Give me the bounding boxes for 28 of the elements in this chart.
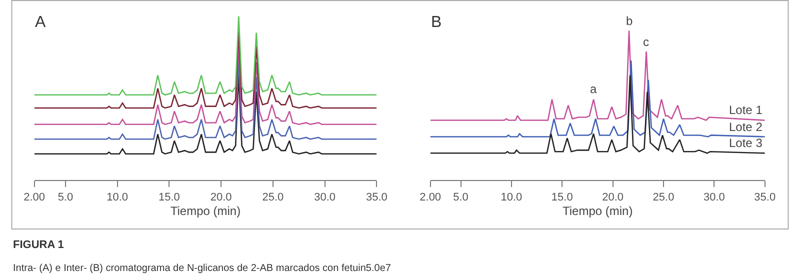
x-tick-label: 35.0 — [754, 191, 776, 204]
x-tick-label: 5.0 — [58, 191, 74, 204]
series-label: Lote 3 — [729, 136, 763, 150]
x-tick-label: 30.0 — [314, 191, 336, 204]
annotation: a — [590, 82, 597, 96]
series-label: Lote 1 — [729, 103, 763, 117]
text: Intra- (A) e Inter- (B) cromatograma de N-glicanos de 2-AB marcados con fetuin5.0e7 — [13, 263, 392, 274]
x-tick-label: 25.0 — [262, 191, 284, 204]
chart-title: B — [431, 14, 442, 31]
x-tick-label: 5.0 — [453, 191, 468, 204]
chart-title: A — [35, 14, 46, 31]
x-tick-label: 20.0 — [602, 191, 624, 204]
x-tick-label: 15.0 — [158, 191, 180, 204]
annotation: c — [643, 35, 649, 49]
x-tick-label: 10.0 — [106, 191, 128, 204]
x-tick-label: 15.0 — [551, 191, 573, 204]
x-tick-label: 20.0 — [210, 191, 232, 204]
x-tick-label: 2.00 — [420, 191, 442, 204]
x-tick-label: 10.0 — [500, 191, 522, 204]
x-axis-title: Tiempo (min) — [562, 204, 633, 218]
x-tick-label: 2.00 — [24, 191, 46, 204]
annotation: b — [626, 14, 633, 28]
series-label: Lote 2 — [729, 120, 763, 134]
x-axis-title: Tiempo (min) — [170, 204, 241, 218]
x-tick-label: 35.0 — [366, 191, 388, 204]
text: FIGURA 1 — [13, 239, 64, 251]
x-tick-label: 30.0 — [703, 191, 725, 204]
x-tick-label: 25.0 — [652, 191, 674, 204]
